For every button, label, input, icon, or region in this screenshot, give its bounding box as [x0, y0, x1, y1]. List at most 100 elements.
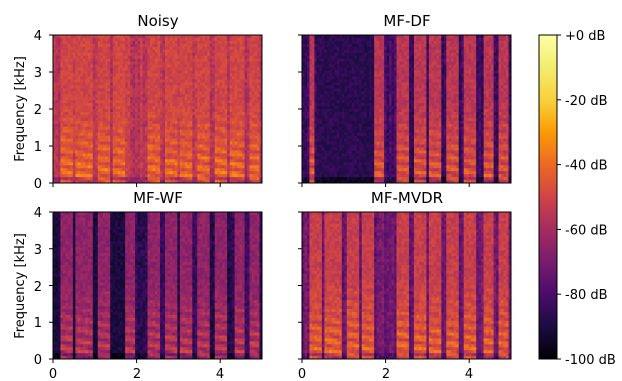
spectrogram-cell — [85, 147, 88, 150]
spectrogram-cell — [88, 85, 91, 88]
spectrogram-cell — [207, 94, 210, 97]
spectrogram-cell — [93, 65, 96, 68]
spectrogram-cell — [220, 68, 223, 71]
spectrogram-cell — [170, 68, 173, 71]
spectrogram-cell — [160, 62, 163, 65]
spectrogram-cell — [162, 94, 165, 97]
spectrogram-cell — [68, 171, 71, 174]
spectrogram-cell — [220, 73, 223, 76]
spectrogram-cell — [242, 106, 245, 109]
spectrogram-cell — [118, 91, 121, 94]
spectrogram-cell — [182, 53, 185, 56]
spectrogram-cell — [170, 165, 173, 168]
spectrogram-cell — [100, 79, 103, 82]
spectrogram-cell — [222, 136, 225, 139]
spectrogram-cell — [232, 56, 235, 59]
spectrogram-cell — [85, 73, 88, 76]
spectrogram-cell — [227, 121, 230, 124]
spectrogram-cell — [202, 100, 205, 103]
spectrogram-cell — [182, 115, 185, 118]
spectrogram-cell — [172, 79, 175, 82]
spectrogram-cell — [220, 56, 223, 59]
spectrogram-cell — [70, 133, 73, 136]
spectrogram-cell — [205, 121, 208, 124]
spectrogram-cell — [78, 112, 81, 115]
spectrogram-cell — [167, 174, 170, 177]
spectrogram-cell — [158, 171, 161, 174]
spectrogram-cell — [65, 82, 68, 85]
spectrogram-cell — [88, 47, 91, 50]
spectrogram-cell — [217, 73, 220, 76]
spectrogram-cell — [160, 168, 163, 171]
spectrogram-cell — [160, 79, 163, 82]
spectrogram-cell — [222, 174, 225, 177]
spectrogram-cell — [153, 94, 156, 97]
spectrogram-cell — [68, 168, 71, 171]
spectrogram-cell — [58, 165, 61, 168]
spectrogram-cell — [123, 136, 126, 139]
spectrogram-cell — [195, 165, 198, 168]
spectrogram-cell — [130, 59, 133, 62]
spectrogram-cell — [177, 130, 180, 133]
spectrogram-cell — [103, 127, 106, 130]
spectrogram-cell — [93, 177, 96, 180]
spectrogram-cell — [225, 106, 228, 109]
spectrogram-cell — [237, 171, 240, 174]
spectrogram-cell — [172, 71, 175, 74]
spectrogram-cell — [235, 82, 238, 85]
spectrogram-cell — [167, 153, 170, 156]
spectrogram-cell — [130, 177, 133, 180]
spectrogram-cell — [242, 115, 245, 118]
spectrogram-cell — [225, 112, 228, 115]
spectrogram-cell — [230, 145, 233, 148]
spectrogram-cell — [128, 127, 131, 130]
spectrogram-cell — [105, 106, 108, 109]
spectrogram-cell — [165, 136, 168, 139]
spectrogram-cell — [110, 133, 113, 136]
spectrogram-cell — [187, 62, 190, 65]
spectrogram-cell — [217, 171, 220, 174]
spectrogram-cell — [120, 73, 123, 76]
spectrogram-cell — [182, 168, 185, 171]
spectrogram-cell — [128, 156, 131, 159]
spectrogram-cell — [145, 133, 148, 136]
spectrogram-cell — [95, 91, 98, 94]
spectrogram-cell — [185, 156, 188, 159]
spectrogram-cell — [98, 156, 101, 159]
spectrogram-cell — [150, 73, 153, 76]
spectrogram-cell — [73, 103, 76, 106]
spectrogram-cell — [192, 38, 195, 41]
spectrogram-cell — [155, 103, 158, 106]
spectrogram-cell — [105, 171, 108, 174]
spectrogram-cell — [95, 136, 98, 139]
spectrogram-cell — [93, 88, 96, 91]
spectrogram-cell — [105, 150, 108, 153]
spectrogram-cell — [143, 174, 146, 177]
spectrogram-cell — [108, 147, 111, 150]
spectrogram-cell — [105, 159, 108, 162]
spectrogram-cell — [113, 106, 116, 109]
spectrogram-cell — [212, 177, 215, 180]
spectrogram-cell — [207, 91, 210, 94]
spectrogram-cell — [83, 41, 86, 44]
spectrogram-cell — [105, 130, 108, 133]
spectrogram-cell — [160, 94, 163, 97]
spectrogram-cell — [80, 53, 83, 56]
spectrogram-cell — [138, 159, 141, 162]
spectrogram-cell — [73, 156, 76, 159]
spectrogram-cell — [247, 91, 250, 94]
spectrogram-cell — [108, 38, 111, 41]
spectrogram-cell — [88, 79, 91, 82]
spectrogram-cell — [68, 118, 71, 121]
spectrogram-cell — [240, 153, 243, 156]
spectrogram-cell — [125, 85, 128, 88]
spectrogram-cell — [245, 162, 248, 165]
spectrogram-cell — [125, 103, 128, 106]
spectrogram-cell — [130, 153, 133, 156]
spectrogram-cell — [75, 38, 78, 41]
spectrogram-cell — [235, 139, 238, 142]
spectrogram-cell — [145, 136, 148, 139]
spectrogram-cell — [93, 159, 96, 162]
spectrogram-cell — [220, 47, 223, 50]
spectrogram-cell — [55, 103, 58, 106]
